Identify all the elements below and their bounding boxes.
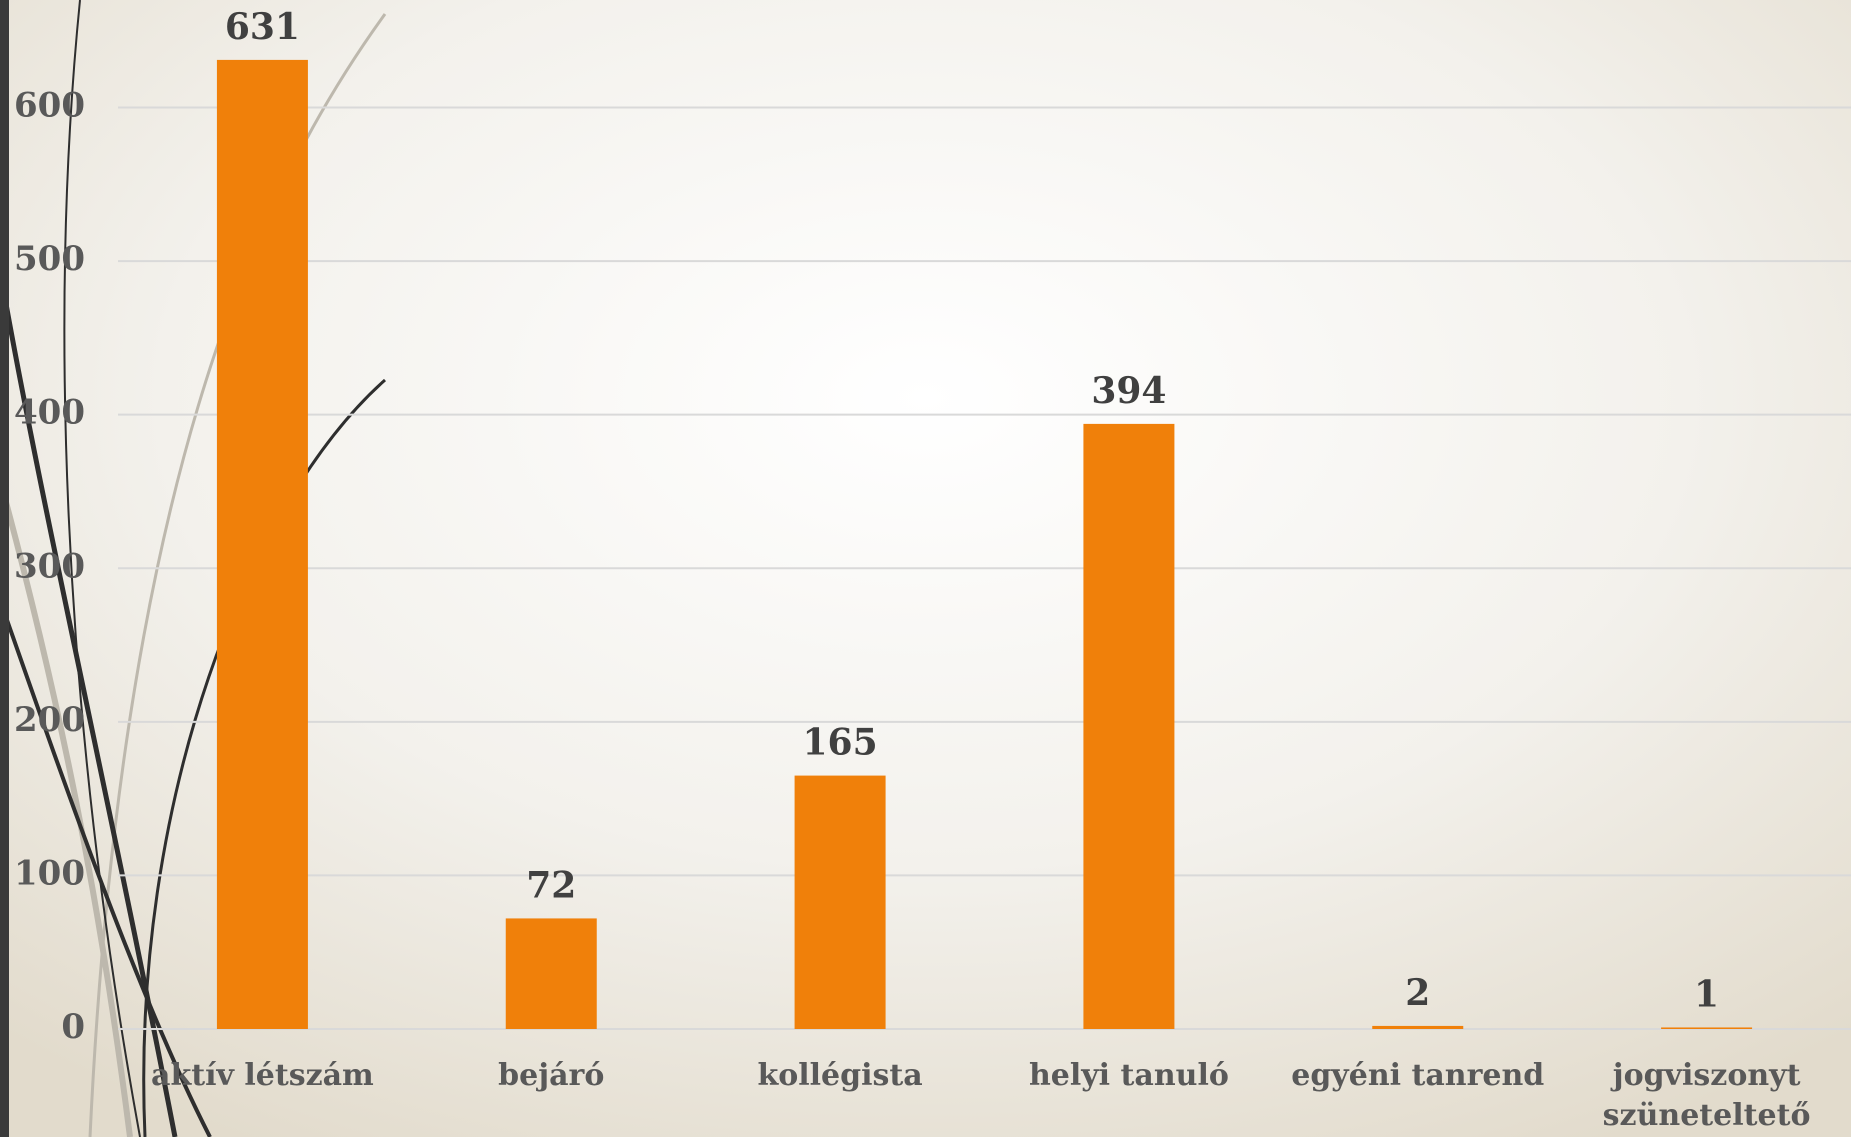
y-tick-label: 200 <box>14 700 85 740</box>
value-label: 394 <box>1091 370 1166 412</box>
y-tick-label: 500 <box>14 239 85 279</box>
bar <box>1083 423 1175 1029</box>
y-tick-label: 600 <box>14 86 85 126</box>
value-label: 165 <box>803 722 878 764</box>
edge-strip <box>0 0 9 1137</box>
x-tick-label: egyéni tanrend <box>1291 1058 1544 1093</box>
value-label: 1 <box>1694 973 1719 1015</box>
value-label: 72 <box>526 864 576 906</box>
decoration <box>0 0 387 1137</box>
x-tick-label: jogviszonyt szüneteltető <box>1603 1058 1811 1133</box>
x-tick-label: helyi tanuló <box>1029 1058 1229 1093</box>
bar <box>505 918 597 1029</box>
bar <box>1372 1025 1464 1029</box>
bar <box>1661 1027 1753 1029</box>
value-label: 2 <box>1405 972 1430 1014</box>
y-tick-label: 100 <box>14 853 85 893</box>
value-label: 631 <box>225 6 300 48</box>
x-tick-label: kollégista <box>757 1058 922 1093</box>
y-tick-label: 300 <box>14 546 85 586</box>
bar <box>794 775 886 1029</box>
x-tick-label: aktív létszám <box>151 1058 374 1093</box>
y-tick-label: 0 <box>61 1007 85 1047</box>
y-tick-label: 400 <box>14 393 85 433</box>
bar <box>216 59 308 1029</box>
plot-area: 0 100 200 300 400 500 600 631 aktív létszám 72 bej… <box>14 6 1851 1133</box>
x-tick-label: bejáró <box>498 1058 604 1093</box>
